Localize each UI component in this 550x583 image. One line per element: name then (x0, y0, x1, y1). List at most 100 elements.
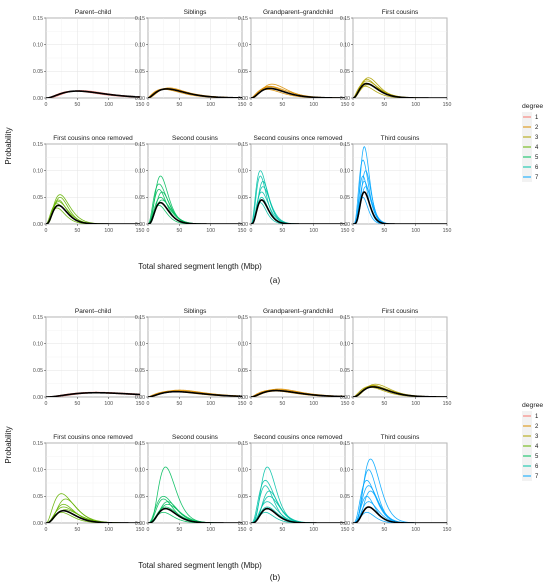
legend-label: 3 (535, 135, 539, 141)
mean-curve (148, 390, 242, 397)
y-tick-label: 0.10 (340, 42, 350, 48)
x-tick-label: 0 (250, 401, 253, 407)
facet-title: Second cousins once removed (254, 135, 343, 142)
panel-sub-label: (b) (270, 572, 281, 582)
y-tick-label: 0.00 (33, 521, 43, 527)
x-tick-label: 50 (381, 228, 387, 234)
y-tick-label: 0.10 (33, 467, 43, 473)
y-tick-label: 0.00 (340, 395, 350, 401)
y-tick-label: 0.00 (238, 521, 248, 527)
x-tick-label: 150 (341, 401, 350, 407)
y-tick-label: 0.10 (33, 42, 43, 48)
facet-title: First cousins (382, 9, 419, 16)
plot-area (148, 175, 242, 224)
facet-title: First cousins once removed (53, 135, 133, 142)
y-tick-label: 0.15 (238, 142, 248, 148)
y-tick-label: 0.15 (33, 16, 43, 22)
y-tick-label: 0.05 (238, 195, 248, 201)
facet-title: First cousins (382, 308, 419, 315)
x-tick-label: 50 (74, 102, 80, 108)
x-axis-title: Total shared segment length (Mbp) (138, 262, 262, 271)
x-tick-label: 150 (238, 102, 247, 108)
y-tick-label: 0.00 (135, 96, 145, 102)
x-tick-label: 150 (238, 401, 247, 407)
mean-curve (353, 82, 447, 98)
plot-area (353, 383, 447, 397)
plot-area (46, 493, 140, 523)
x-tick-label: 100 (206, 527, 215, 533)
legend-label: 5 (535, 155, 539, 161)
x-tick-label: 100 (411, 228, 420, 234)
y-axis-title: Probability (4, 127, 13, 164)
x-tick-label: 0 (352, 401, 355, 407)
y-tick-label: 0.00 (33, 222, 43, 228)
mean-curve (251, 87, 345, 98)
mean-curve (148, 201, 242, 224)
y-tick-label: 0.15 (340, 142, 350, 148)
mean-curve (148, 88, 242, 98)
y-tick-label: 0.15 (33, 315, 43, 321)
y-tick-label: 0.05 (135, 69, 145, 75)
x-tick-label: 100 (206, 102, 215, 108)
mean-curve (251, 507, 345, 523)
legend-title: degree (522, 103, 543, 110)
x-tick-label: 50 (279, 401, 285, 407)
mean-curve (46, 90, 140, 98)
facet-title: Siblings (184, 9, 208, 16)
x-tick-label: 100 (309, 527, 318, 533)
y-tick-label: 0.10 (340, 341, 350, 347)
x-tick-label: 150 (136, 228, 145, 234)
plot-area (46, 194, 140, 224)
facet-title: First cousins once removed (53, 434, 133, 441)
y-tick-label: 0.05 (238, 69, 248, 75)
x-tick-label: 0 (45, 102, 48, 108)
x-tick-label: 100 (104, 527, 113, 533)
run-curve (353, 146, 447, 224)
x-tick-label: 0 (45, 228, 48, 234)
facet-title: Third cousins (381, 135, 420, 142)
facet-title: Second cousins (172, 434, 219, 441)
y-tick-label: 0.10 (238, 42, 248, 48)
plot-area (353, 77, 447, 98)
x-tick-label: 100 (309, 401, 318, 407)
x-tick-label: 150 (341, 102, 350, 108)
x-tick-label: 100 (104, 228, 113, 234)
facet-title: Parent–child (75, 308, 112, 315)
y-tick-label: 0.15 (340, 315, 350, 321)
x-tick-label: 0 (45, 401, 48, 407)
y-tick-label: 0.10 (135, 467, 145, 473)
legend-label: 5 (535, 454, 539, 460)
y-tick-label: 0.00 (238, 222, 248, 228)
y-tick-label: 0.15 (33, 142, 43, 148)
plot-area (353, 458, 447, 523)
y-tick-label: 0.10 (135, 42, 145, 48)
facet-title: Parent–child (75, 9, 112, 16)
legend-label: 6 (535, 464, 539, 470)
y-tick-label: 0.00 (340, 521, 350, 527)
plot-area (251, 388, 345, 397)
y-tick-label: 0.05 (340, 69, 350, 75)
y-tick-label: 0.05 (340, 494, 350, 500)
y-tick-label: 0.00 (340, 96, 350, 102)
y-tick-label: 0.05 (238, 368, 248, 374)
x-tick-label: 50 (381, 102, 387, 108)
y-tick-label: 0.10 (135, 341, 145, 347)
mean-curve (353, 506, 447, 523)
x-tick-label: 150 (238, 527, 247, 533)
y-tick-label: 0.15 (135, 16, 145, 22)
x-tick-label: 0 (147, 102, 150, 108)
x-tick-label: 0 (352, 228, 355, 234)
legend-label: 2 (535, 424, 539, 430)
y-tick-label: 0.15 (135, 441, 145, 447)
facet-title: Second cousins (172, 135, 219, 142)
panel-sub-label: (a) (270, 275, 281, 285)
x-tick-label: 50 (279, 527, 285, 533)
y-tick-label: 0.15 (340, 16, 350, 22)
